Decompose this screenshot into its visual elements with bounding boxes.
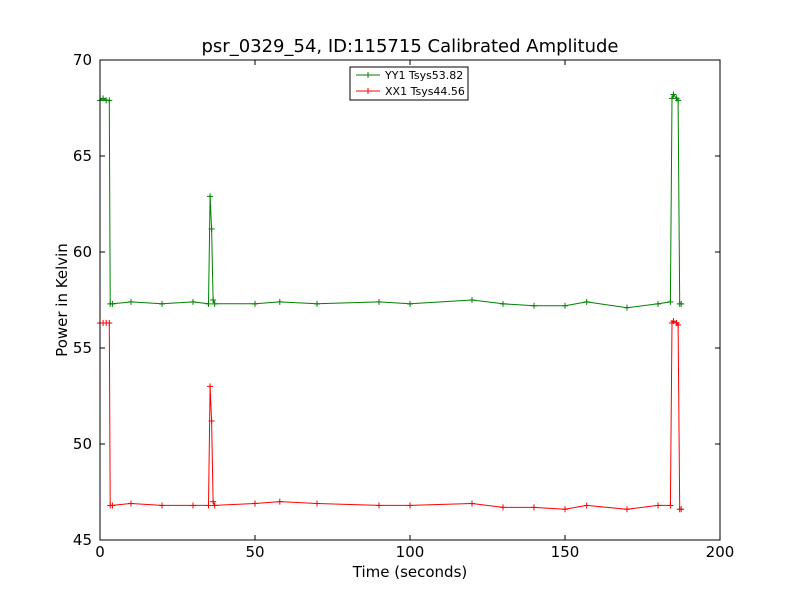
data-point xyxy=(469,500,475,507)
data-point xyxy=(376,502,382,509)
data-point xyxy=(314,300,320,307)
data-point xyxy=(678,300,685,307)
legend-marker xyxy=(365,72,371,78)
x-axis-label: Time (seconds) xyxy=(352,563,468,581)
chart-title: psr_0329_54, ID:115715 Calibrated Amplit… xyxy=(201,36,618,57)
data-point xyxy=(583,502,590,509)
data-point xyxy=(106,320,113,327)
data-point xyxy=(276,298,283,305)
data-point xyxy=(675,321,682,328)
y-tick-label: 70 xyxy=(73,51,92,69)
data-point xyxy=(655,502,661,509)
y-tick-label: 65 xyxy=(73,147,92,165)
y-tick-label: 60 xyxy=(73,243,92,261)
data-point xyxy=(678,506,685,513)
data-point xyxy=(190,502,196,509)
plot-area xyxy=(97,59,721,541)
x-axis: 0 50 100 150 200 xyxy=(95,60,734,561)
data-point xyxy=(207,193,214,200)
series-layer xyxy=(97,91,685,513)
data-point xyxy=(252,300,258,307)
x-tick-label: 0 xyxy=(95,543,105,561)
data-point xyxy=(159,300,165,307)
data-point xyxy=(670,318,677,325)
data-point xyxy=(667,298,674,305)
data-point xyxy=(276,498,283,505)
data-point xyxy=(106,97,113,104)
legend-label: XX1 Tsys44.56 xyxy=(385,85,465,98)
data-point xyxy=(675,97,682,104)
data-point xyxy=(190,298,196,305)
series-line-1 xyxy=(100,320,682,510)
data-point xyxy=(562,302,568,309)
data-point xyxy=(252,500,258,507)
y-axis-label: Power in Kelvin xyxy=(53,243,71,357)
data-point xyxy=(159,502,165,509)
legend-box xyxy=(349,66,469,101)
data-point xyxy=(210,297,217,303)
data-point xyxy=(655,300,661,307)
data-point xyxy=(562,506,568,513)
data-point xyxy=(109,300,116,307)
x-tick-label: 50 xyxy=(245,543,264,561)
data-point xyxy=(205,300,212,307)
y-tick-label: 50 xyxy=(73,435,92,453)
data-point xyxy=(407,502,413,509)
data-point xyxy=(128,298,134,305)
data-point xyxy=(624,506,630,513)
data-point xyxy=(211,502,218,509)
data-point xyxy=(469,297,475,303)
data-point xyxy=(109,502,116,509)
data-point xyxy=(583,298,590,305)
data-point xyxy=(407,300,413,307)
legend-label: YY1 Tsys53.82 xyxy=(384,69,463,82)
data-point xyxy=(670,91,677,98)
data-point xyxy=(624,304,630,311)
x-tick-label: 100 xyxy=(396,543,425,561)
x-tick-label: 150 xyxy=(551,543,580,561)
y-tick-label: 55 xyxy=(73,339,92,357)
data-point xyxy=(208,417,215,424)
data-point xyxy=(531,302,537,309)
data-point xyxy=(207,383,214,390)
data-point xyxy=(211,300,218,307)
y-axis: 45 50 55 60 65 70 xyxy=(73,51,720,549)
x-tick-label: 200 xyxy=(706,543,735,561)
data-point xyxy=(500,504,506,511)
data-point xyxy=(500,300,506,307)
data-point xyxy=(314,500,320,507)
data-point xyxy=(100,95,107,102)
series-line-0 xyxy=(99,93,682,309)
data-point xyxy=(208,225,215,232)
data-point xyxy=(128,500,134,507)
data-point xyxy=(531,504,537,511)
data-point xyxy=(376,298,382,305)
y-tick-label: 45 xyxy=(73,531,92,549)
data-point xyxy=(205,502,212,509)
legend-marker xyxy=(365,88,371,94)
data-point xyxy=(667,502,674,509)
legend: YY1 Tsys53.82 XX1 Tsys44.56 xyxy=(349,66,469,101)
data-point xyxy=(210,498,217,505)
